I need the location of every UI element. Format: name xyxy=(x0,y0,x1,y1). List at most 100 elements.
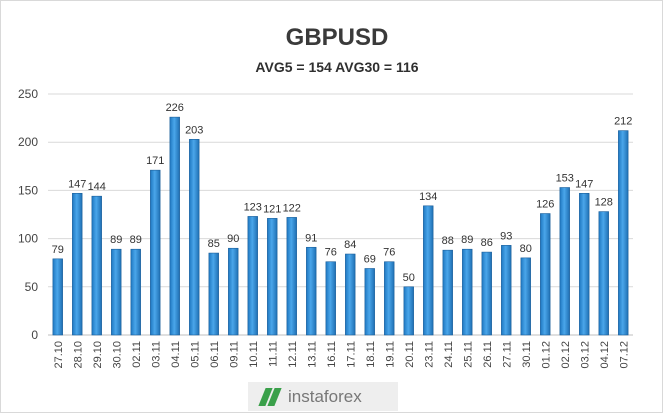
bar-value-label: 85 xyxy=(208,238,220,250)
x-axis-ticks: 27.10 28.10 29.10 30.10 02.11 03.11 04.11 05.11… xyxy=(53,341,631,369)
chart-subtitle: AVG5 = 154 AVG30 = 116 xyxy=(255,59,418,75)
instaforex-watermark: instaforex xyxy=(248,382,398,411)
bar xyxy=(169,116,180,336)
bar xyxy=(130,248,141,336)
bar xyxy=(150,169,161,336)
bar xyxy=(384,261,395,336)
x-tick-label: 02.11 xyxy=(131,341,143,368)
x-tick-label: 04.12 xyxy=(599,341,611,369)
bar-value-label: 90 xyxy=(227,233,239,245)
bar xyxy=(540,213,551,336)
bar xyxy=(52,258,63,336)
bar-value-label: 226 xyxy=(166,102,184,114)
bar-value-label: 76 xyxy=(383,247,395,259)
bar-value-label: 134 xyxy=(419,191,437,203)
x-tick-label: 30.11 xyxy=(521,341,533,368)
bar-value-label: 203 xyxy=(185,124,203,136)
bar xyxy=(481,251,492,336)
x-tick-label: 06.11 xyxy=(209,341,221,368)
x-tick-label: 09.11 xyxy=(228,341,240,368)
bar xyxy=(267,218,278,336)
chart-title: GBPUSD xyxy=(286,24,389,51)
bar-value-label: 122 xyxy=(283,202,301,214)
y-tick-label: 100 xyxy=(18,232,38,246)
bar-value-label: 171 xyxy=(146,155,164,167)
bar-value-label: 69 xyxy=(364,253,376,265)
bar-value-label: 147 xyxy=(68,178,86,190)
x-tick-label: 07.12 xyxy=(618,341,630,369)
x-tick-label: 18.11 xyxy=(365,341,377,368)
bar-value-label: 86 xyxy=(481,237,493,249)
x-tick-label: 25.11 xyxy=(462,341,474,368)
bar-value-label: 89 xyxy=(130,234,142,246)
bar xyxy=(598,211,609,336)
bar xyxy=(111,248,122,336)
bar-value-label: 121 xyxy=(263,203,281,215)
y-tick-label: 250 xyxy=(18,87,38,101)
bar-value-label: 153 xyxy=(556,173,574,185)
x-tick-label: 27.11 xyxy=(501,341,513,368)
x-tick-label: 03.11 xyxy=(150,341,162,368)
bar xyxy=(618,130,629,336)
bar-value-label: 89 xyxy=(110,234,122,246)
bar-value-label: 126 xyxy=(536,199,554,211)
x-tick-label: 26.11 xyxy=(482,341,494,368)
x-tick-label: 12.11 xyxy=(287,341,299,368)
x-tick-label: 04.11 xyxy=(170,341,182,368)
bar-value-label: 128 xyxy=(595,197,613,209)
bar-value-label: 76 xyxy=(325,247,337,259)
x-tick-label: 16.11 xyxy=(326,341,338,368)
bar-value-label: 212 xyxy=(614,116,632,128)
y-tick-label: 50 xyxy=(25,280,39,294)
bar xyxy=(286,217,297,336)
instaforex-logo-icon xyxy=(258,386,282,408)
y-tick-label: 200 xyxy=(18,135,38,149)
bar-value-label: 89 xyxy=(461,234,473,246)
bar xyxy=(325,261,336,336)
bar xyxy=(559,187,570,336)
x-tick-label: 17.11 xyxy=(345,341,357,368)
gridlines xyxy=(48,93,633,336)
x-tick-label: 23.11 xyxy=(423,341,435,368)
bar xyxy=(403,286,414,336)
bar xyxy=(345,253,356,336)
y-tick-label: 0 xyxy=(31,328,38,342)
x-tick-label: 11.11 xyxy=(267,341,279,367)
y-axis-ticks: 0 50 100 150 200 250 xyxy=(18,87,38,342)
x-tick-label: 10.11 xyxy=(248,341,260,368)
bar xyxy=(423,205,434,336)
bar xyxy=(72,192,83,336)
bar xyxy=(462,248,473,336)
bar-value-label: 147 xyxy=(575,178,593,190)
x-tick-label: 05.11 xyxy=(189,341,201,368)
bar xyxy=(442,249,453,336)
y-tick-label: 150 xyxy=(18,183,38,197)
bar xyxy=(520,257,531,336)
bar-value-label: 93 xyxy=(500,230,512,242)
bar-value-label: 50 xyxy=(403,272,415,284)
bar xyxy=(189,139,200,336)
bars xyxy=(52,116,629,336)
x-tick-label: 02.12 xyxy=(560,341,572,369)
bar xyxy=(501,245,512,336)
x-tick-label: 30.10 xyxy=(111,341,123,369)
bar-value-label: 79 xyxy=(52,244,64,256)
bar xyxy=(208,252,219,336)
bar xyxy=(579,192,590,336)
x-tick-label: 13.11 xyxy=(306,341,318,368)
bar-value-label: 144 xyxy=(88,181,106,193)
bar-value-label: 91 xyxy=(305,232,317,244)
x-tick-label: 24.11 xyxy=(443,341,455,368)
watermark-text: instaforex xyxy=(288,386,362,406)
x-tick-label: 19.11 xyxy=(384,341,396,368)
x-tick-label: 29.10 xyxy=(92,341,104,369)
bar-value-label: 88 xyxy=(442,235,454,247)
x-tick-label: 03.12 xyxy=(579,341,591,369)
bar xyxy=(247,216,258,336)
bar xyxy=(91,195,102,336)
bar-value-label: 84 xyxy=(344,239,356,251)
x-tick-label: 28.10 xyxy=(72,341,84,369)
